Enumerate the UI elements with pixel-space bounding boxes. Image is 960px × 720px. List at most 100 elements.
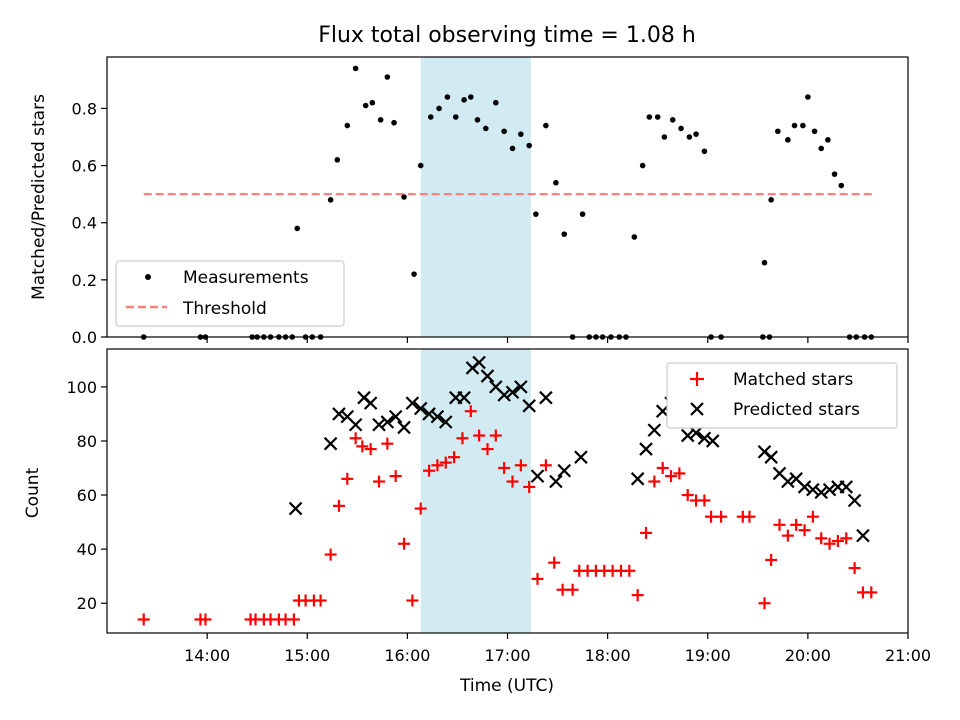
measurement-point <box>800 122 806 129</box>
matched-star-point <box>364 443 377 456</box>
predicted-star-point <box>630 472 645 486</box>
measurement-point <box>526 142 532 149</box>
predicted-star-point <box>705 434 720 448</box>
matched-star-point <box>389 470 402 483</box>
measurement-point <box>352 65 359 72</box>
chart-title: Flux total observing time = 1.08 h <box>318 23 696 48</box>
measurement-point <box>344 122 351 129</box>
measurement-point <box>768 197 774 203</box>
y-tick-label: 80 <box>77 432 97 451</box>
matched-star-point <box>356 440 369 453</box>
predicted-star-point <box>472 355 486 370</box>
predicted-star-point <box>497 388 511 402</box>
predicted-star-point <box>839 480 854 494</box>
bottom-panel: 20 40 60 80 100 14:00 15:00 16:00 17:00 18:00 19:0… <box>23 348 931 696</box>
measurement-point <box>646 114 653 120</box>
measurement-point <box>543 122 549 129</box>
matched-star-point <box>431 459 444 472</box>
predicted-star-point <box>372 417 386 432</box>
measurement-point <box>686 134 693 140</box>
matched-star-point <box>514 459 527 472</box>
predicted-star-point <box>574 450 588 464</box>
matched-star-point <box>423 464 436 477</box>
predicted-star-point <box>639 442 653 456</box>
predicted-star-point <box>814 485 829 500</box>
measurement-point <box>785 137 791 143</box>
measurement-point <box>761 259 768 266</box>
matched-star-point <box>765 553 778 566</box>
predicted-star-point <box>388 409 403 424</box>
matched-star-point <box>473 429 486 442</box>
measurement-point <box>483 125 489 132</box>
predicted-star-point <box>847 493 862 508</box>
predicted-star-point <box>697 431 712 446</box>
legend-predicted: Predicted stars <box>733 400 860 420</box>
measurement-point <box>805 94 811 100</box>
measurement-point <box>327 197 334 203</box>
matched-star-point <box>406 594 419 607</box>
measurement-point <box>518 131 524 137</box>
predicted-star-point <box>797 480 812 494</box>
matched-star-point <box>640 526 653 539</box>
measurement-point <box>838 182 845 189</box>
legend-measurements: Measurements <box>183 268 309 288</box>
matched-star-point <box>631 589 644 602</box>
matched-star-point <box>798 524 811 537</box>
observing-window-span <box>420 57 531 337</box>
measurement-point <box>553 179 559 186</box>
measurement-point <box>362 102 369 109</box>
predicted-star-point <box>781 474 795 489</box>
measurement-point <box>474 117 481 123</box>
measurement-point <box>669 117 676 123</box>
matched-star-point <box>806 510 819 523</box>
measurement-point <box>678 125 684 132</box>
y-tick-label: 0.8 <box>72 99 97 118</box>
matched-star-point <box>840 532 853 545</box>
measurement-point <box>639 162 646 169</box>
observing-window-span <box>420 349 531 633</box>
predicted-star-point <box>288 501 303 516</box>
matched-star-point <box>781 529 794 542</box>
measurement-point <box>825 137 831 143</box>
matched-star-point <box>773 518 786 531</box>
measurement-point <box>417 162 424 169</box>
predicted-star-point <box>397 420 411 435</box>
matched-star-point <box>287 613 300 626</box>
measurement-point <box>377 117 384 123</box>
matched-star-point <box>137 613 150 626</box>
predicted-star-point <box>380 415 395 429</box>
bottom-ylabel: Count <box>23 467 43 518</box>
matched-star-point <box>341 472 354 485</box>
legend-measurement-marker <box>145 274 151 280</box>
matched-star-point <box>698 494 711 507</box>
measurement-point <box>831 171 838 177</box>
measurement-point <box>401 194 407 200</box>
x-tick-label: 18:00 <box>585 646 631 665</box>
predicted-star-point <box>457 390 471 405</box>
matched-star-point <box>556 583 569 596</box>
matched-star-point <box>865 586 878 599</box>
measurement-point <box>561 231 568 237</box>
matched-star-point <box>456 432 469 445</box>
measurement-point <box>818 145 825 152</box>
predicted-star-point <box>856 528 870 543</box>
measurement-point <box>436 105 442 112</box>
predicted-star-point <box>522 399 536 413</box>
matched-star-point <box>681 489 694 502</box>
matched-star-point <box>831 535 844 548</box>
matched-star-point <box>758 597 771 610</box>
matched-star-point <box>648 475 661 488</box>
predicted-star-point <box>480 369 495 383</box>
measurement-point <box>384 74 391 80</box>
legend-predicted-marker <box>690 402 704 416</box>
matched-star-point <box>199 613 212 626</box>
legend-threshold: Threshold <box>182 299 267 319</box>
measurement-point <box>411 271 417 277</box>
measurement-point <box>811 128 818 135</box>
matched-star-point <box>656 462 669 475</box>
matched-star-point <box>506 475 519 488</box>
x-tick-label: 21:00 <box>885 646 931 665</box>
predicted-star-point <box>430 409 445 424</box>
matched-star-point <box>324 548 337 561</box>
